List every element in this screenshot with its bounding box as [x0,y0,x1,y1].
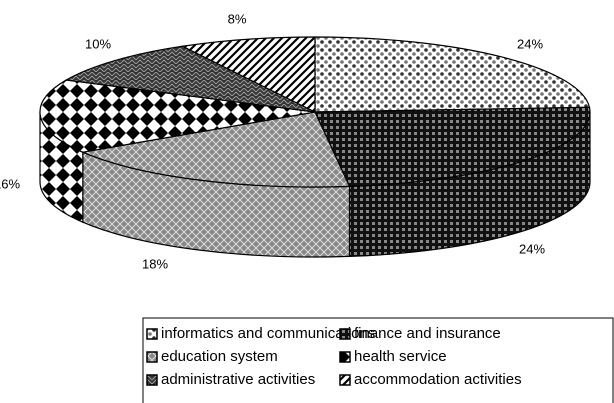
slice [39,79,316,153]
data-label: 24% [519,241,545,256]
legend-label: informatics and communications [161,325,375,342]
legend-swatch [339,374,351,386]
legend-swatch [339,328,351,340]
legend-label: accommodation activities [354,371,522,388]
data-label: 8% [228,11,247,26]
legend-swatch [146,328,158,340]
data-label: 24% [517,36,543,51]
legend-swatch [146,351,158,363]
slice [314,36,591,113]
pie: 24% 24% 18% 16% 10% 8% [0,11,591,271]
legend-swatch [339,351,351,363]
slice [314,106,591,188]
legend-label: administrative activities [161,371,315,388]
data-label: 16% [0,176,20,191]
legend-swatch [146,374,158,386]
slice [180,36,316,113]
legend-label: health service [354,348,447,365]
data-label: 18% [142,256,168,271]
slice [80,111,351,188]
data-label: 10% [85,36,111,51]
slice [64,45,316,113]
legend-label: finance and insurance [354,325,501,342]
legend-label: education system [161,348,278,365]
legend-box [142,317,614,403]
